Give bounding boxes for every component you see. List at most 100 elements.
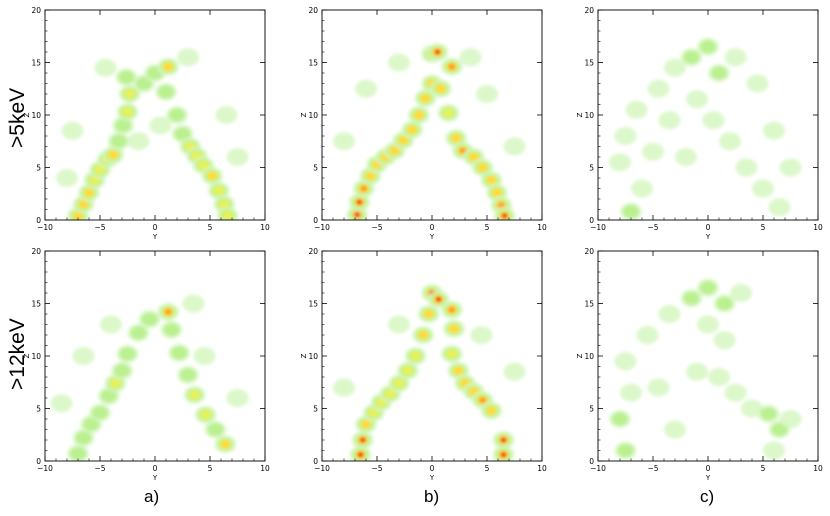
x-axis-label: Y <box>705 233 711 241</box>
density-blob <box>647 79 670 98</box>
x-axis-label: Y <box>429 233 435 241</box>
density-field <box>56 48 249 220</box>
density-blob <box>675 148 697 166</box>
density-blob <box>118 85 141 103</box>
density-blob <box>503 137 526 156</box>
density-blob <box>61 121 84 140</box>
x-tick-label: −10 <box>590 223 606 232</box>
x-tick-label: 10 <box>537 464 547 473</box>
density-blob <box>614 127 637 145</box>
density-blob <box>440 300 463 319</box>
density-blob <box>138 310 161 329</box>
x-tick-label: 0 <box>706 464 711 473</box>
y-tick-label: 0 <box>36 216 41 225</box>
density-blob <box>388 315 410 334</box>
y-tick-label: 10 <box>31 111 41 120</box>
x-tick-label: 0 <box>430 464 435 473</box>
density-blob <box>359 166 382 185</box>
y-tick-label: 0 <box>589 216 594 225</box>
density-blob <box>355 79 377 98</box>
density-blob <box>443 319 465 338</box>
density-blob <box>680 48 703 67</box>
x-tick-label: 10 <box>813 223 823 232</box>
y-tick-label: 5 <box>589 164 594 173</box>
density-blob <box>503 362 526 381</box>
x-tick-label: 0 <box>153 223 158 232</box>
density-blob <box>664 420 686 439</box>
x-tick-label: −5 <box>647 464 658 473</box>
density-blob <box>724 48 747 67</box>
x-tick-label: 0 <box>430 223 435 232</box>
density-blob <box>625 100 648 119</box>
y-axis-label: Z <box>300 353 308 358</box>
x-tick-label: 10 <box>260 464 270 473</box>
x-tick-label: −10 <box>590 464 606 473</box>
density-blob <box>746 74 769 93</box>
density-blob <box>407 106 430 124</box>
density-blob <box>333 132 355 151</box>
x-tick-label: 10 <box>813 464 823 473</box>
x-tick-label: 0 <box>153 464 158 473</box>
x-tick-label: −10 <box>314 464 330 473</box>
density-blob <box>194 405 217 424</box>
y-tick-label: 5 <box>313 164 318 173</box>
density-blob <box>631 179 653 198</box>
density-blob <box>102 145 125 164</box>
density-blob <box>686 90 708 109</box>
y-tick-label: 0 <box>313 216 318 225</box>
y-tick-label: 20 <box>584 6 594 15</box>
density-blob <box>216 206 239 220</box>
x-tick-label: 5 <box>485 223 490 232</box>
column-label-b: b) <box>424 487 440 506</box>
density-blob <box>149 116 172 135</box>
density-blob <box>72 347 95 365</box>
density-blob <box>115 68 138 87</box>
density-blob <box>713 294 736 313</box>
density-blob <box>697 278 719 297</box>
panel-12kev-a: −10 −5 0 5 10 0 5 10 15 20 Y Z <box>23 247 270 482</box>
x-tick-label: −5 <box>94 223 105 232</box>
x-tick-label: −10 <box>314 223 330 232</box>
column-label-c: c) <box>700 487 715 506</box>
density-blob <box>215 106 238 124</box>
density-blob <box>116 344 139 363</box>
density-blob <box>155 82 177 101</box>
density-blob <box>160 320 183 339</box>
density-blob <box>713 331 736 350</box>
density-blob <box>680 289 703 308</box>
x-tick-label: 5 <box>208 464 213 473</box>
density-blob <box>183 385 206 404</box>
x-tick-label: −5 <box>647 223 658 232</box>
density-blob <box>348 193 371 212</box>
density-blob <box>492 445 515 461</box>
density-blob <box>417 305 440 323</box>
density-blob <box>388 53 410 72</box>
x-tick-label: 5 <box>208 223 213 232</box>
density-blob <box>664 58 686 77</box>
density-blob <box>724 383 747 402</box>
density-blob <box>620 202 642 220</box>
density-blob <box>67 444 89 461</box>
density-blob <box>349 445 372 461</box>
density-blob <box>72 428 95 447</box>
y-axis-label: Z <box>23 353 31 358</box>
density-blob <box>658 305 681 323</box>
density-blob <box>609 153 631 172</box>
x-axis-label: Y <box>152 233 158 241</box>
density-blob <box>697 315 719 334</box>
density-blob <box>111 361 133 380</box>
x-tick-label: 10 <box>260 223 270 232</box>
density-blob <box>440 344 463 363</box>
density-blob <box>658 111 681 130</box>
panel-5kev-a: −10 −5 0 5 10 0 5 10 15 20 Y Z <box>23 6 270 241</box>
density-blob <box>157 57 180 76</box>
density-blob <box>708 64 730 82</box>
density-blob <box>735 158 758 177</box>
density-blob <box>702 111 725 130</box>
density-blob <box>440 57 463 76</box>
density-blob <box>56 169 78 187</box>
density-blob <box>94 58 117 77</box>
density-blob <box>107 132 130 151</box>
density-blob <box>437 103 460 122</box>
density-blob <box>492 431 515 449</box>
